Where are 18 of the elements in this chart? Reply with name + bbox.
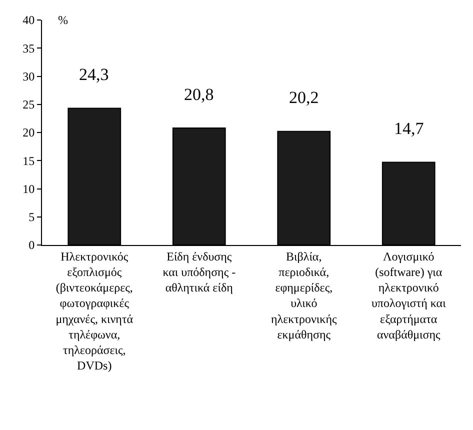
data-label: 24,3 [79,65,109,84]
data-label: 20,2 [289,88,319,107]
data-label: 20,8 [184,85,214,104]
y-tick-label: 20 [22,126,35,140]
x-tick-label: Είδη ένδυσης και υπόδησης - αθλητικά είδη [162,249,236,295]
y-tick-label: 35 [22,41,35,56]
y-tick-label: 15 [22,154,35,168]
data-label: 14,7 [394,119,424,138]
x-tick-label: Βιβλία, περιοδικά, εφημερίδες, υλικό ηλεκτρονικής εκμάθησης [271,249,337,342]
y-tick-label: 0 [28,238,35,252]
y-tick-label: 25 [22,98,35,112]
y-tick-label: 10 [22,182,35,196]
y-axis-title: % [58,13,68,27]
x-tick-label: Λογισμικό (software) για ηλεκτρονικό υπολογιστή και εξαρτήματα αναβάθμισης [371,249,447,342]
y-tick-label: 30 [22,69,35,84]
y-tick-label: 40 [22,13,35,28]
x-tick-label: Ηλεκτρονικός εξοπλισμός (βιντεοκάμερες, φωτογραφικές μηχανές, κινητά τηλέφωνα, τηλεοράσεις, DVDs) [56,249,134,373]
y-tick-label: 5 [28,210,35,224]
